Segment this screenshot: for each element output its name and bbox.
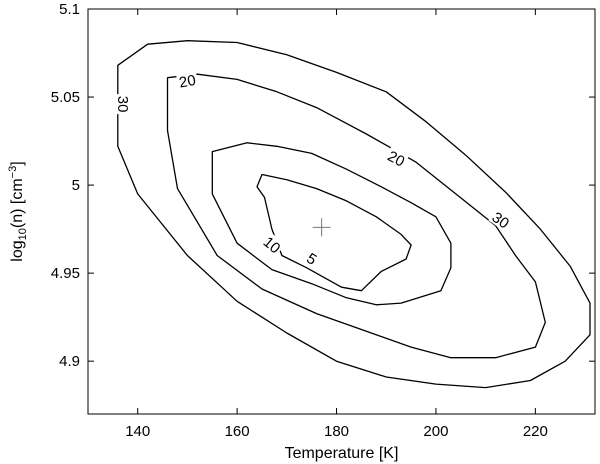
- y-axis-label-base: log: [9, 240, 26, 261]
- contour-label-20: 20: [385, 148, 408, 171]
- contour-label-group-10-0: 10: [259, 231, 286, 258]
- y-tick-label: 4.95: [51, 265, 80, 282]
- contour-10: [211, 142, 452, 306]
- contour-20: [166, 73, 546, 359]
- contour-label-group-30-0: 30: [114, 94, 132, 115]
- y-tick-label: 5.05: [51, 89, 80, 106]
- contour-label-bg: [488, 207, 514, 232]
- contour-level-labels: 5 10 20 20 30 30: [114, 70, 514, 271]
- y-tick-label: 4.9: [59, 353, 80, 370]
- y-axis-ticks: 4.9 4.95 5 5.05 5.1: [51, 1, 595, 370]
- contour-label-group-20-1: 20: [384, 146, 410, 171]
- contour-label-group-20-0: 20: [175, 70, 199, 92]
- contour-5: [256, 173, 412, 292]
- contour-label-bg: [259, 231, 286, 257]
- y-axis-label-sup: −3: [7, 166, 19, 179]
- y-tick-label: 5.1: [59, 1, 80, 18]
- best-fit-marker: [312, 218, 331, 237]
- contour-label-group-30-1: 30: [488, 207, 514, 232]
- contour-lines: [117, 40, 591, 389]
- y-axis-label-sub: 10: [17, 228, 29, 240]
- x-axis-label: Temperature [K]: [285, 445, 399, 462]
- x-tick-label: 140: [125, 423, 150, 440]
- y-axis-label-mid: (n) [cm: [9, 178, 26, 228]
- plot-frame: [87, 8, 596, 415]
- contour-label-bg: [299, 246, 325, 271]
- x-tick-label: 180: [324, 423, 349, 440]
- y-axis-label-end: ]: [9, 161, 26, 165]
- contour-30: [117, 40, 591, 389]
- contour-label-bg: [115, 94, 132, 115]
- contour-label-30: 30: [489, 209, 512, 232]
- contour-label-20: 20: [178, 72, 197, 92]
- contour-label-group-5-0: 5: [299, 246, 325, 271]
- y-tick-label: 5: [72, 177, 80, 194]
- x-tick-label: 160: [225, 423, 250, 440]
- contour-label-30: 30: [114, 96, 131, 113]
- x-tick-label: 200: [423, 423, 448, 440]
- x-axis-ticks: 140 160 180 200 220: [125, 9, 548, 440]
- contour-label-bg: [384, 146, 410, 170]
- y-axis-label: log10(n) [cm−3]: [7, 161, 29, 261]
- contour-label-10: 10: [260, 234, 284, 258]
- contour-label-bg: [175, 70, 199, 90]
- x-tick-label: 220: [523, 423, 548, 440]
